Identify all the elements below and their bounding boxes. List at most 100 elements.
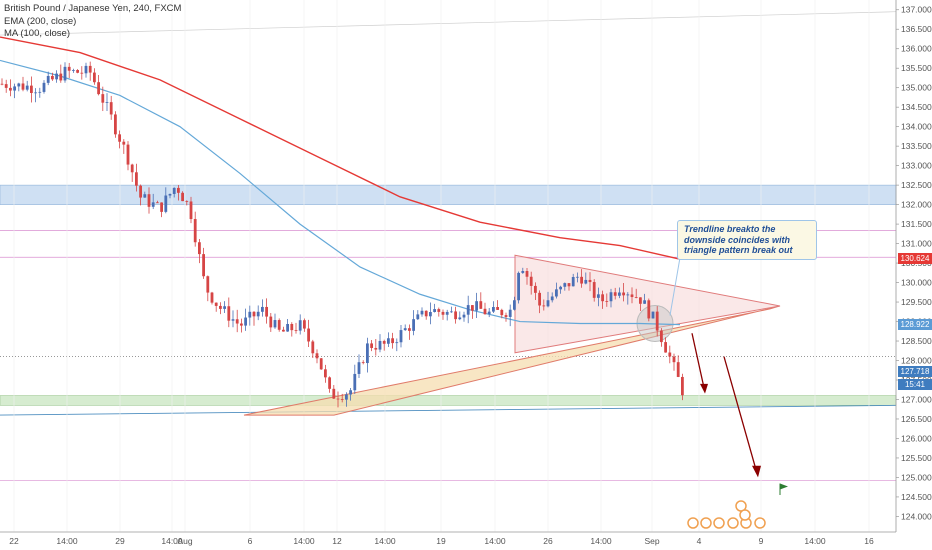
candle-body — [345, 394, 348, 400]
candle-body — [227, 306, 231, 321]
price-badge: 130.624 — [898, 252, 932, 264]
candle-body — [214, 302, 218, 306]
candle-body — [84, 65, 88, 74]
candle-body — [206, 276, 210, 293]
candle-body — [626, 294, 630, 296]
candle-body — [261, 306, 264, 312]
y-tick-label: 133.000 — [901, 161, 932, 171]
candle-body — [269, 316, 273, 328]
candle-body — [4, 84, 8, 88]
candle-body — [609, 292, 613, 302]
candle-body — [588, 279, 592, 283]
candle-body — [139, 185, 142, 198]
grid-layer — [13, 0, 870, 532]
candle-body — [395, 342, 399, 344]
candle-body — [244, 317, 247, 326]
y-tick-label: 134.000 — [901, 122, 932, 132]
candle-body — [118, 134, 121, 142]
y-tick-label: 125.000 — [901, 472, 932, 482]
candle-body — [672, 356, 676, 363]
candle-body — [252, 311, 256, 317]
x-tick-label: 14:00 — [374, 536, 396, 546]
legend-ma: MA (100, close) — [4, 28, 70, 39]
pattern-layer — [243, 245, 781, 416]
candle-body — [513, 300, 516, 310]
candle-body — [387, 338, 390, 344]
candle-body — [403, 328, 407, 331]
candle-body — [655, 311, 659, 331]
candle-body — [311, 341, 315, 354]
candle-body — [601, 294, 604, 302]
candle-body — [273, 320, 277, 328]
candle-body — [676, 362, 680, 377]
candle-body — [571, 277, 575, 287]
candle-body — [147, 194, 151, 207]
candle-body — [277, 320, 281, 330]
candle-body — [391, 338, 394, 344]
price-axis: 124.000 124.500 125.000 125.500 126.000 126.5… — [895, 0, 932, 532]
candle-body — [668, 352, 672, 357]
candle-body — [151, 202, 155, 207]
candle-body — [639, 297, 642, 304]
candle-body — [437, 309, 441, 312]
x-tick-label: 19 — [436, 536, 446, 546]
candle-body — [546, 300, 550, 307]
candle-body — [475, 301, 478, 311]
candle-body — [80, 72, 84, 74]
price-badge: 127.718 — [898, 366, 932, 377]
top-trendline — [0, 11, 897, 36]
candle-body — [193, 219, 197, 243]
candle-body — [441, 311, 445, 315]
candle-body — [479, 301, 483, 309]
x-tick-label: 26 — [543, 536, 553, 546]
candle-body — [231, 319, 235, 321]
candle-body — [319, 358, 323, 370]
candle-body — [219, 305, 222, 309]
candle-body — [51, 75, 54, 80]
zones-layer — [0, 11, 897, 481]
y-tick-label: 126.500 — [901, 414, 932, 424]
y-tick-label: 130.000 — [901, 278, 932, 288]
candle-body — [9, 87, 12, 91]
candle-body — [529, 276, 533, 286]
candle-body — [445, 311, 449, 315]
candle-body — [462, 314, 466, 318]
candle-body — [651, 311, 655, 319]
y-tick-label: 132.000 — [901, 200, 932, 210]
candle-body — [30, 85, 33, 93]
x-tick-label: 14:00 — [293, 536, 315, 546]
x-tick-label: 4 — [697, 536, 702, 546]
candle-body — [576, 276, 579, 278]
y-tick-label: 132.500 — [901, 180, 932, 190]
legend-ema: EMA (200, close) — [4, 15, 77, 27]
candle-body — [198, 242, 201, 255]
candle-body — [597, 294, 600, 298]
candle-body — [303, 320, 306, 329]
candle-body — [59, 73, 63, 81]
x-tick-label: 14:00 — [161, 536, 183, 546]
candle-body — [521, 271, 525, 273]
y-tick-label: 135.000 — [901, 83, 932, 93]
event-icon — [739, 509, 751, 521]
candle-body — [130, 164, 134, 173]
candle-body — [660, 330, 663, 343]
candle-body — [412, 319, 415, 331]
candle-body — [487, 311, 491, 315]
candle-body — [88, 65, 92, 73]
target-flag-icon — [780, 483, 788, 490]
candle-body — [38, 91, 42, 93]
candle-body — [580, 276, 583, 284]
x-tick-label: 6 — [248, 536, 253, 546]
x-tick-label: 14:00 — [484, 536, 506, 546]
candle-body — [235, 319, 239, 324]
candle-body — [378, 340, 382, 350]
candle-body — [177, 187, 180, 193]
candle-body — [189, 201, 193, 220]
candle-body — [46, 75, 50, 83]
y-tick-label: 124.000 — [901, 511, 932, 521]
candle-body — [76, 70, 79, 73]
x-tick-label: 16 — [864, 536, 874, 546]
candle-body — [563, 283, 567, 287]
candle-body — [508, 309, 512, 317]
